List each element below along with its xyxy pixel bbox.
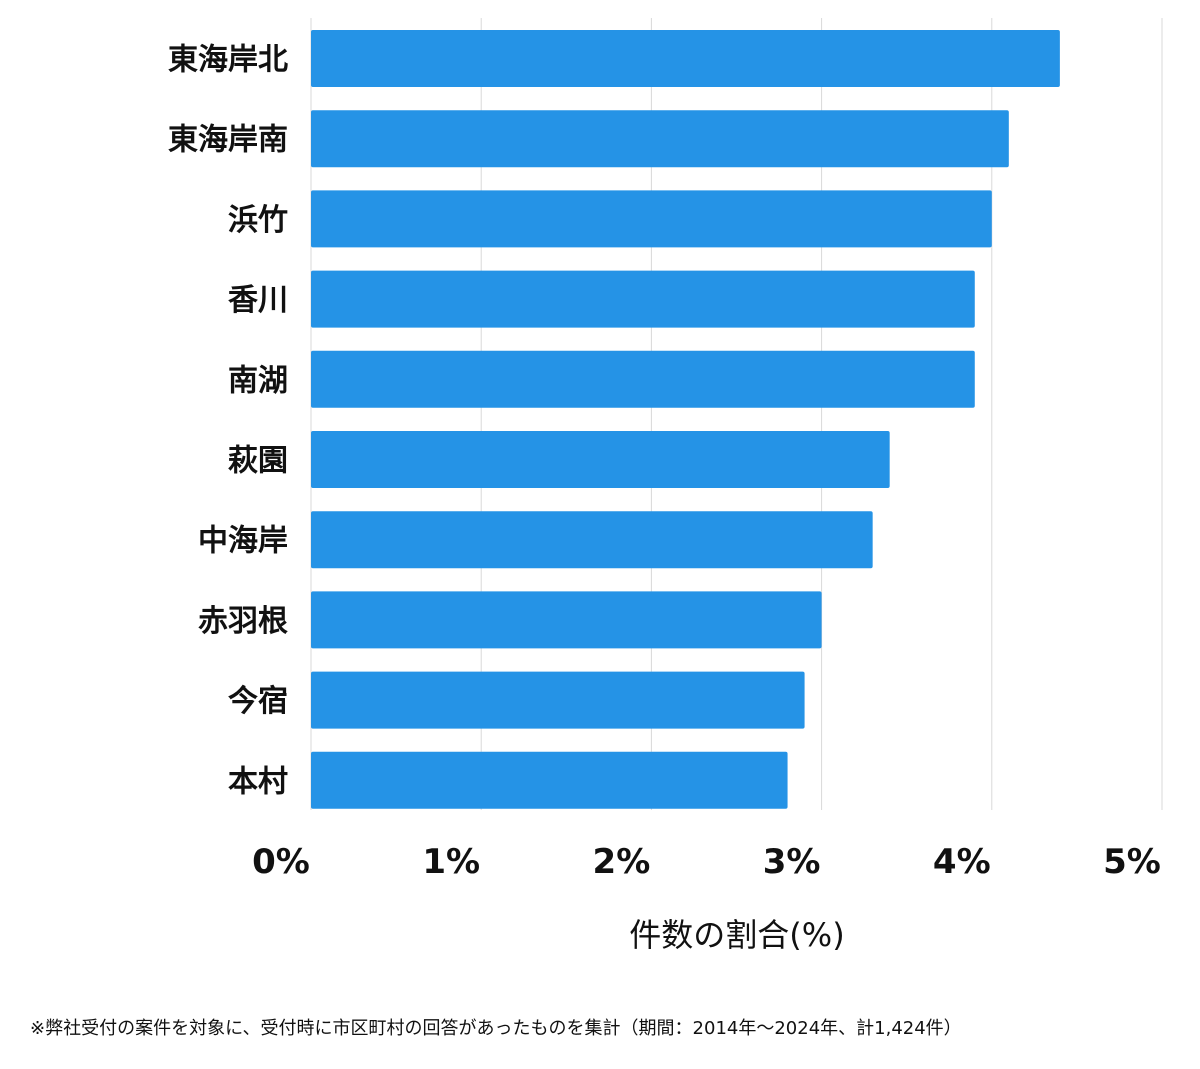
category-label: 南湖 bbox=[228, 363, 288, 398]
category-label: 東海岸北 bbox=[168, 43, 288, 78]
bar bbox=[311, 30, 1060, 87]
x-tick-label: 3% bbox=[763, 842, 821, 882]
footnote: ※弊社受付の案件を対象に、受付時に市区町村の回答があったものを集計（期間：201… bbox=[30, 1018, 962, 1039]
category-label: 本村 bbox=[228, 764, 288, 799]
bar bbox=[311, 751, 788, 809]
bar bbox=[311, 190, 992, 248]
x-axis-title: 件数の割合(%) bbox=[629, 916, 844, 954]
category-label: 萩園 bbox=[228, 444, 288, 479]
bar bbox=[311, 591, 822, 649]
x-tick-labels: 0% 1% 2% 3% 4% 5% bbox=[252, 842, 1161, 882]
bar bbox=[311, 511, 873, 569]
x-tick-label: 1% bbox=[422, 842, 480, 882]
category-label: 今宿 bbox=[228, 684, 288, 719]
category-label: 中海岸 bbox=[198, 524, 288, 559]
x-tick-label: 5% bbox=[1103, 842, 1161, 882]
category-label: 香川 bbox=[228, 283, 288, 318]
category-label: 東海岸南 bbox=[168, 123, 288, 158]
bar bbox=[311, 270, 975, 328]
bar bbox=[311, 431, 890, 488]
category-label: 赤羽根 bbox=[198, 604, 288, 639]
bar bbox=[311, 350, 975, 408]
bars bbox=[311, 30, 1060, 809]
x-tick-label: 2% bbox=[593, 842, 651, 882]
category-label: 浜竹 bbox=[228, 203, 288, 238]
x-tick-label: 4% bbox=[933, 842, 991, 882]
bar bbox=[311, 671, 805, 729]
x-tick-label: 0% bbox=[252, 842, 310, 882]
bar bbox=[311, 110, 1009, 168]
